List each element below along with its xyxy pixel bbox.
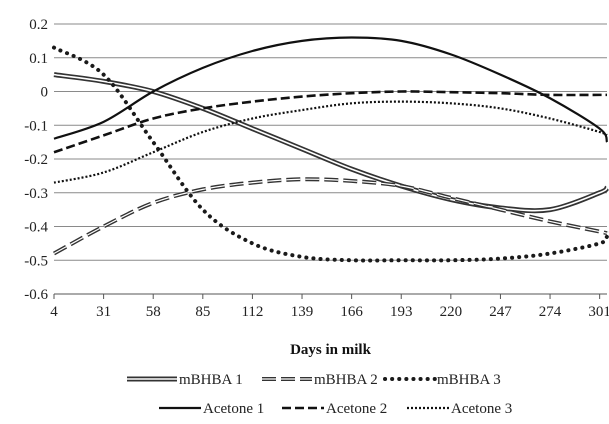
series-acetone-3-line: [53, 100, 608, 184]
x-tick-label: 139: [291, 304, 314, 320]
y-tick-label: 0.2: [29, 17, 48, 33]
legend-label: mBHBA 2: [314, 372, 378, 388]
legend-item-mbhba-1: mBHBA 1: [127, 372, 243, 388]
series-lines: [52, 36, 609, 263]
x-tick-label: 4: [50, 304, 58, 320]
legend-label: mBHBA 3: [437, 372, 501, 388]
x-axis-title: Days in milk: [290, 342, 372, 358]
x-tick-label: 301: [588, 304, 609, 320]
y-tick-label: -0.5: [24, 253, 48, 269]
legend-item-mbhba-2: mBHBA 2: [262, 372, 378, 388]
series-mbhba-2-line-outer: [53, 177, 609, 256]
legend-label: Acetone 1: [203, 401, 264, 417]
y-tick-label: -0.3: [24, 186, 48, 202]
series-acetone-2-line: [53, 90, 607, 154]
x-tick-label: 112: [241, 304, 263, 320]
series-acetone-3: [53, 100, 608, 184]
series-mbhba-1: [53, 72, 609, 214]
y-tick-label: -0.1: [24, 118, 48, 134]
series-mbhba-1-line-outer: [53, 72, 609, 214]
legend-label: mBHBA 1: [179, 372, 243, 388]
series-mbhba-2-line-inner: [53, 178, 608, 255]
legend-item-acetone-1: Acetone 1: [159, 401, 264, 417]
y-tick-label: -0.6: [24, 287, 48, 303]
series-acetone-1: [53, 36, 609, 143]
series-mbhba-3-line: [52, 45, 609, 263]
x-tick-label: 274: [539, 304, 562, 320]
legend-label: Acetone 3: [451, 401, 512, 417]
y-axis-tick-labels: 0.2 0.1 0 -0.1 -0.2 -0.3 -0.4 -0.5 -0.6: [24, 17, 48, 303]
legend: mBHBA 1 mBHBA 2 mBHBA 3 Acetone 1 Acetone 2 A…: [127, 372, 512, 417]
series-mbhba-2: [53, 177, 609, 256]
x-axis-tick-labels: 4 31 58 85 112 139 166 193 220 247 274 301: [50, 304, 609, 320]
x-tick-label: 85: [195, 304, 210, 320]
y-tick-label: -0.2: [24, 152, 48, 168]
series-mbhba-1-line-inner: [53, 73, 608, 212]
series-acetone-2: [53, 90, 607, 154]
x-tick-label: 31: [96, 304, 111, 320]
legend-item-acetone-2: Acetone 2: [282, 401, 387, 417]
x-tick-label: 193: [390, 304, 413, 320]
legend-item-mbhba-3: mBHBA 3: [383, 372, 501, 388]
series-mbhba-3: [52, 45, 609, 263]
y-tick-label: -0.4: [24, 220, 48, 236]
legend-item-acetone-3: Acetone 3: [407, 401, 512, 417]
y-tick-label: 0.1: [29, 51, 48, 67]
series-acetone-1-line: [53, 36, 609, 143]
x-tick-label: 58: [146, 304, 161, 320]
legend-label: Acetone 2: [326, 401, 387, 417]
y-tick-label: 0: [41, 85, 49, 101]
x-tick-label: 166: [340, 304, 363, 320]
x-tick-label: 247: [489, 304, 512, 320]
x-tick-label: 220: [440, 304, 463, 320]
